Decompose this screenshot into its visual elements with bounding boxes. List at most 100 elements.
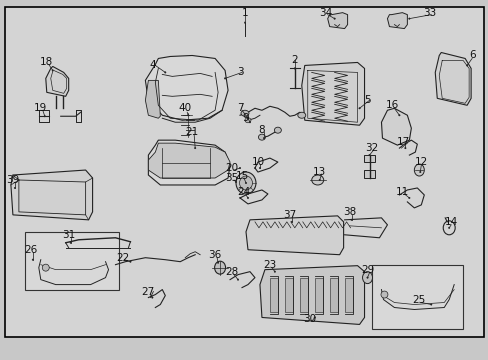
Polygon shape	[329, 278, 337, 312]
Polygon shape	[148, 140, 229, 185]
Polygon shape	[299, 278, 307, 312]
Bar	[25, 232, 119, 289]
Ellipse shape	[244, 22, 245, 23]
Ellipse shape	[14, 187, 16, 189]
Text: 10: 10	[251, 157, 264, 167]
Text: 3: 3	[236, 67, 243, 77]
Ellipse shape	[398, 114, 399, 116]
Polygon shape	[381, 108, 410, 145]
Ellipse shape	[245, 182, 246, 184]
Polygon shape	[386, 13, 407, 28]
Ellipse shape	[236, 172, 255, 194]
Ellipse shape	[297, 112, 305, 118]
Polygon shape	[344, 278, 352, 312]
Ellipse shape	[194, 147, 196, 149]
Ellipse shape	[447, 227, 449, 229]
Text: 26: 26	[24, 245, 38, 255]
Ellipse shape	[413, 164, 424, 176]
Text: 28: 28	[225, 267, 238, 276]
Text: 39: 39	[6, 175, 20, 185]
Text: 9: 9	[242, 113, 249, 123]
Text: 18: 18	[40, 58, 53, 67]
Text: 14: 14	[444, 217, 457, 227]
Ellipse shape	[408, 197, 409, 199]
Text: 20: 20	[225, 163, 238, 173]
Ellipse shape	[313, 317, 315, 318]
Polygon shape	[245, 216, 343, 255]
Polygon shape	[11, 170, 92, 220]
Ellipse shape	[151, 297, 153, 298]
Text: 1: 1	[241, 8, 248, 18]
Text: 17: 17	[396, 137, 409, 147]
Text: 36: 36	[208, 250, 221, 260]
Text: 21: 21	[185, 127, 199, 137]
Polygon shape	[260, 266, 364, 324]
Ellipse shape	[70, 242, 71, 243]
Ellipse shape	[362, 272, 372, 284]
Ellipse shape	[259, 167, 260, 169]
Text: 8: 8	[258, 125, 264, 135]
Text: 33: 33	[422, 8, 435, 18]
Ellipse shape	[419, 171, 420, 173]
Text: 27: 27	[142, 287, 155, 297]
Text: 2: 2	[291, 55, 298, 66]
Text: 16: 16	[385, 100, 398, 110]
Polygon shape	[46, 67, 68, 96]
Ellipse shape	[258, 134, 265, 140]
Text: 30: 30	[303, 314, 316, 324]
Polygon shape	[301, 62, 364, 125]
Text: 29: 29	[360, 265, 373, 275]
Text: 6: 6	[468, 50, 474, 60]
Text: 19: 19	[34, 103, 47, 113]
Text: 24: 24	[237, 187, 250, 197]
Ellipse shape	[290, 221, 292, 222]
Polygon shape	[148, 143, 229, 178]
Ellipse shape	[274, 271, 275, 273]
Text: 25: 25	[412, 294, 425, 305]
Ellipse shape	[235, 181, 236, 183]
Ellipse shape	[368, 154, 369, 156]
Ellipse shape	[129, 261, 131, 262]
Ellipse shape	[239, 176, 252, 190]
Text: 12: 12	[414, 157, 427, 167]
Polygon shape	[363, 155, 375, 162]
Ellipse shape	[247, 197, 248, 199]
Text: 31: 31	[62, 230, 75, 240]
Ellipse shape	[408, 18, 409, 19]
Ellipse shape	[311, 175, 323, 185]
Text: 35: 35	[225, 173, 238, 183]
Ellipse shape	[237, 279, 238, 280]
Text: 11: 11	[395, 187, 408, 197]
Text: 23: 23	[263, 260, 276, 270]
Ellipse shape	[466, 65, 467, 66]
Text: 15: 15	[235, 171, 248, 181]
Text: 34: 34	[318, 8, 332, 18]
Ellipse shape	[241, 110, 248, 116]
Ellipse shape	[52, 70, 53, 71]
Ellipse shape	[44, 116, 45, 117]
Ellipse shape	[224, 78, 225, 79]
Ellipse shape	[404, 147, 406, 149]
Polygon shape	[145, 80, 160, 118]
Text: 7: 7	[236, 103, 243, 113]
Polygon shape	[145, 55, 227, 120]
Ellipse shape	[380, 291, 387, 298]
Polygon shape	[363, 170, 375, 178]
Text: 4: 4	[149, 60, 155, 71]
Polygon shape	[269, 278, 277, 312]
Ellipse shape	[187, 114, 188, 116]
Ellipse shape	[247, 117, 248, 119]
Ellipse shape	[164, 72, 166, 73]
Ellipse shape	[350, 219, 352, 221]
Ellipse shape	[263, 138, 264, 139]
Polygon shape	[314, 278, 322, 312]
Text: 32: 32	[364, 143, 377, 153]
Text: 38: 38	[342, 207, 355, 217]
Text: 13: 13	[312, 167, 325, 177]
Ellipse shape	[274, 127, 281, 133]
Polygon shape	[434, 53, 470, 105]
Ellipse shape	[214, 261, 225, 274]
Text: 40: 40	[178, 103, 191, 113]
Ellipse shape	[249, 121, 250, 123]
Text: 5: 5	[364, 95, 370, 105]
